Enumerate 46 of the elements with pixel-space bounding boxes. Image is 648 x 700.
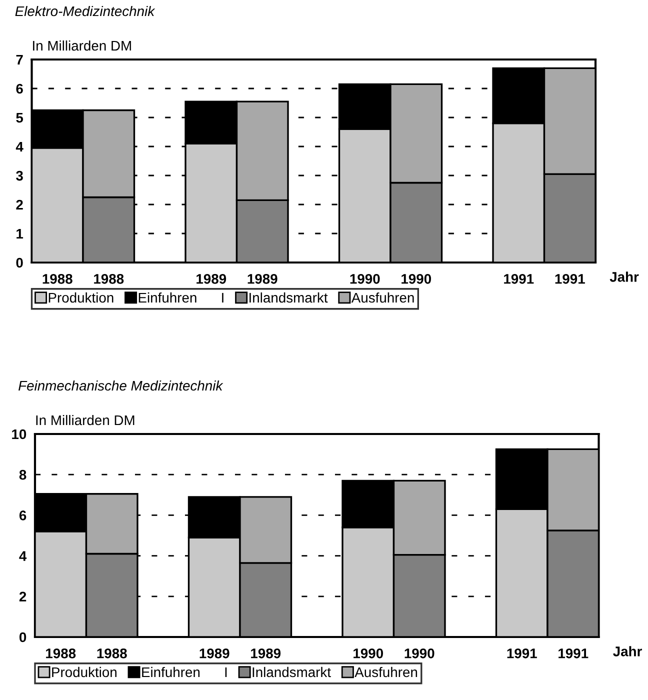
y-tick-label: 0 [16,258,23,268]
legend-label: Ausfuhren [354,666,418,678]
chart-title: Elektro-Medizintechnik [15,6,156,16]
y-axis-title: In Milliarden DM [36,414,134,426]
y-tick-label: 10 [12,429,26,440]
y-tick-label: 8 [19,470,26,480]
y-tick-label: 4 [19,551,27,561]
chart-title: Feinmechanische Medizintechnik [18,380,224,391]
x-tick-label: 1989 [248,274,278,284]
x-tick-label: 1989 [251,648,281,658]
x-tick-label: 1988 [42,274,72,284]
legend-label: Ausfuhren [351,292,414,303]
y-tick-label: 3 [16,170,23,181]
x-tick-label: 1989 [200,648,230,658]
x-tick-label: 1989 [196,274,226,284]
x-tick-label: 1990 [402,274,432,284]
y-axis-title: In Milliarden DM [33,40,131,51]
y-tick-label: 1 [16,228,24,239]
x-tick-label: 1988 [94,274,124,284]
x-tick-label: 1991 [507,648,537,658]
x-axis-title: Jahr [610,272,639,282]
y-tick-label: 6 [19,510,26,520]
y-tick-label: 2 [16,200,23,210]
x-tick-label: 1990 [404,648,434,658]
y-tick-label: 2 [19,592,26,602]
y-tick-label: 4 [16,142,24,152]
x-tick-label: 1988 [46,648,76,658]
y-tick-label: 0 [19,632,26,642]
legend-label: Inlandsmarkt [250,292,328,303]
x-axis-title: Jahr [613,646,642,656]
text: I [222,292,224,302]
legend-label: Einfuhren [138,292,196,303]
x-tick-label: 1991 [555,274,585,284]
x-tick-label: 1988 [97,648,127,658]
y-tick-label: 6 [16,84,23,94]
legend-label: Inlandsmarkt [252,666,331,678]
y-tick-label: 7 [16,54,23,65]
y-tick-label: 5 [16,112,24,123]
legend-label: Produktion [48,292,114,303]
legend-label: Einfuhren [142,666,200,678]
x-tick-label: 1991 [558,648,588,658]
x-tick-label: 1990 [354,648,384,658]
text: I [225,667,227,677]
x-tick-label: 1991 [504,274,534,284]
x-tick-label: 1990 [350,274,380,284]
legend-label: Produktion [52,666,116,678]
